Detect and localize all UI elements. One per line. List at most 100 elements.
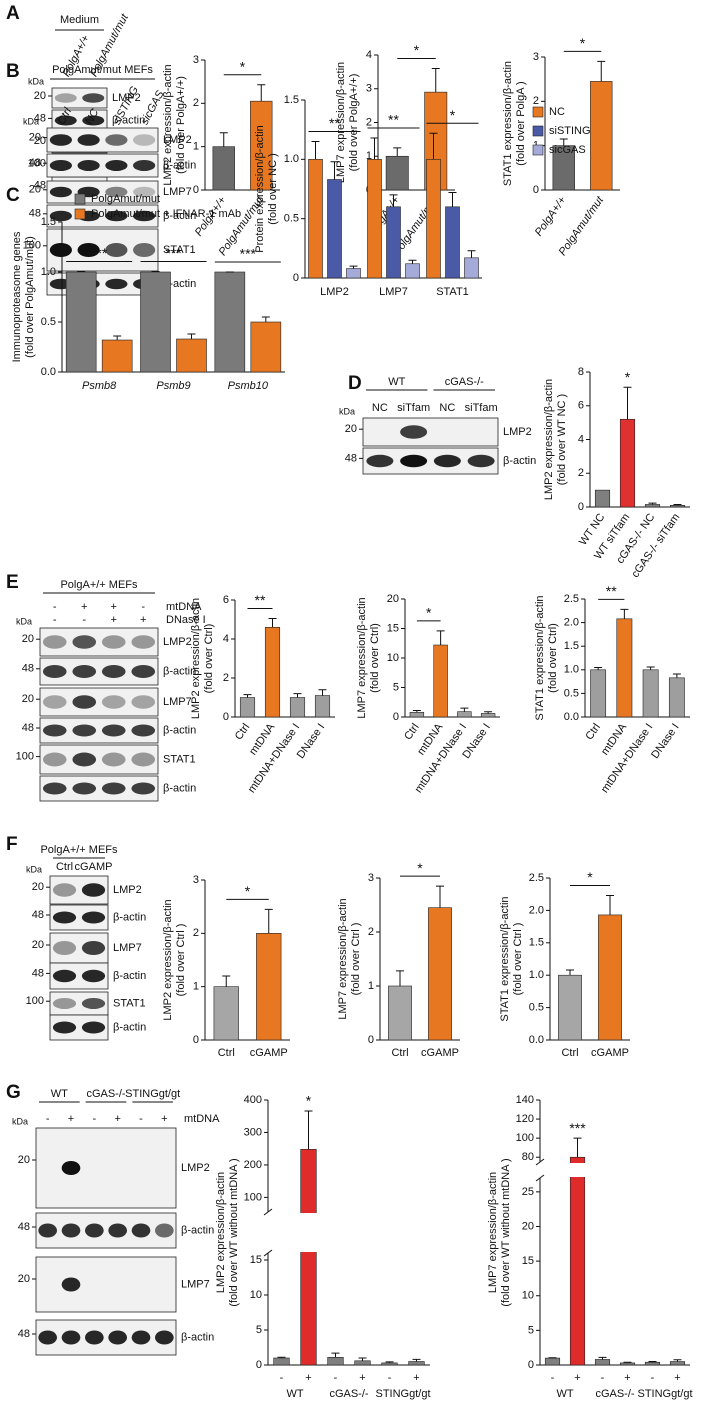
blot-band xyxy=(467,454,495,468)
error-bar xyxy=(396,970,404,986)
y-tick-label: 0 xyxy=(578,501,584,513)
blot-band xyxy=(85,1223,104,1238)
blot-band xyxy=(42,724,67,737)
kda-marker: 20 xyxy=(32,881,44,893)
blot-band xyxy=(105,278,128,290)
blot-band xyxy=(61,1161,81,1175)
bar xyxy=(308,159,323,279)
blot-band xyxy=(133,186,156,198)
blot-band xyxy=(81,997,106,1010)
y-axis-title: LMP7 expression/β-actin xyxy=(487,1172,499,1293)
y-tick-label: 80 xyxy=(522,1151,534,1163)
blot-band xyxy=(131,724,156,737)
y-tick-label: 0.5 xyxy=(284,213,299,225)
treatment-sign: + xyxy=(140,614,146,626)
treatment-label: mtDNA xyxy=(166,601,202,613)
x-tick-label: Psmb9 xyxy=(156,380,190,392)
treatment-label: mtDNA xyxy=(184,1113,220,1125)
error-bar xyxy=(389,194,398,207)
error-bar xyxy=(330,161,339,180)
error-bar xyxy=(620,608,629,619)
y-tick-label: 0 xyxy=(193,1034,199,1046)
blot-band xyxy=(101,752,126,767)
blot-band xyxy=(108,1330,127,1345)
kda-marker: 48 xyxy=(22,663,34,675)
bar xyxy=(140,271,171,373)
kda-marker: 20 xyxy=(18,1273,30,1285)
bar xyxy=(598,914,622,1041)
blot-band xyxy=(133,134,156,146)
blot-band xyxy=(61,1223,81,1238)
y-axis-title: (fold over PolgA+/+) xyxy=(348,74,360,172)
y-axis-title: LMP2 expression/β-actin xyxy=(215,1172,227,1293)
kda-marker: 100 xyxy=(23,240,41,252)
y-tick-label: 0 xyxy=(393,711,399,723)
y-tick-label: 25 xyxy=(522,1186,534,1198)
error-bar xyxy=(113,335,122,340)
legend-swatch xyxy=(74,193,86,205)
x-tick-label: + xyxy=(413,1372,419,1384)
blot-header: PolgA+/+ MEFs xyxy=(60,579,138,591)
treatment-sign: + xyxy=(111,601,117,613)
blot-header: cGAS-/- xyxy=(86,1088,125,1100)
x-tick-label: LMP2 xyxy=(320,286,349,298)
error-bar xyxy=(646,666,655,670)
bar xyxy=(354,1360,371,1366)
significance-label: ** xyxy=(388,112,399,128)
blot-band xyxy=(52,997,77,1010)
blot-band xyxy=(155,1223,174,1238)
significance-label: *** xyxy=(165,245,182,261)
blot-band xyxy=(131,1330,151,1345)
blot-header: PolgA+/+ MEFs xyxy=(40,844,118,856)
bar xyxy=(256,933,282,1041)
y-tick-label: 2 xyxy=(223,672,229,684)
blot-band xyxy=(81,1021,106,1034)
y-tick-label: 2 xyxy=(193,97,199,109)
blot-band xyxy=(131,752,156,767)
y-tick-label: 0 xyxy=(533,184,539,196)
kda-label: kDa xyxy=(23,116,39,126)
y-tick-label: 5 xyxy=(528,1324,534,1336)
blot-band xyxy=(77,243,100,257)
error-bar xyxy=(318,689,327,696)
significance-label: * xyxy=(580,35,586,51)
blot-row-label: LMP2 xyxy=(113,884,142,896)
error-bar xyxy=(261,316,270,322)
y-tick-label: 0.5 xyxy=(529,1002,544,1014)
blot-header: WT xyxy=(51,1088,68,1100)
bar xyxy=(619,418,636,508)
y-tick-label: 10 xyxy=(250,1289,262,1301)
bar xyxy=(445,206,460,279)
lane-label: NC xyxy=(372,402,388,414)
treatment-sign: + xyxy=(114,1113,120,1125)
blot-band xyxy=(81,911,106,924)
axis-break-gap xyxy=(299,1213,318,1252)
legend-swatch xyxy=(532,125,544,137)
error-bar xyxy=(598,1356,607,1360)
y-tick-label: 6 xyxy=(223,594,229,606)
blot-band xyxy=(105,134,128,146)
kda-marker: 20 xyxy=(345,423,357,435)
blot-header: PolgAmut/mut MEFs xyxy=(52,64,153,76)
significance-label: * xyxy=(587,869,593,885)
error-bar xyxy=(412,710,421,713)
blot-band xyxy=(38,1330,57,1345)
y-tick-label: 400 xyxy=(244,1094,262,1106)
significance-label: *** xyxy=(569,1120,586,1136)
blot-header: STINGgt/gt xyxy=(125,1088,180,1100)
bar xyxy=(346,268,361,279)
legend-label: sicGAS xyxy=(549,144,586,156)
axis-break-mark xyxy=(263,1208,273,1216)
y-tick-label: 0 xyxy=(256,1359,262,1371)
error-bar xyxy=(219,132,228,147)
treatment-sign: - xyxy=(53,601,57,613)
bar xyxy=(644,504,661,508)
y-axis-title: STAT1 expression/β-actin xyxy=(502,61,514,186)
bar xyxy=(385,155,409,191)
blot-band xyxy=(400,425,428,439)
blot-band xyxy=(49,186,72,198)
y-tick-label: 2 xyxy=(193,927,199,939)
blot-band xyxy=(77,134,100,146)
x-tick-label: + xyxy=(305,1372,311,1384)
